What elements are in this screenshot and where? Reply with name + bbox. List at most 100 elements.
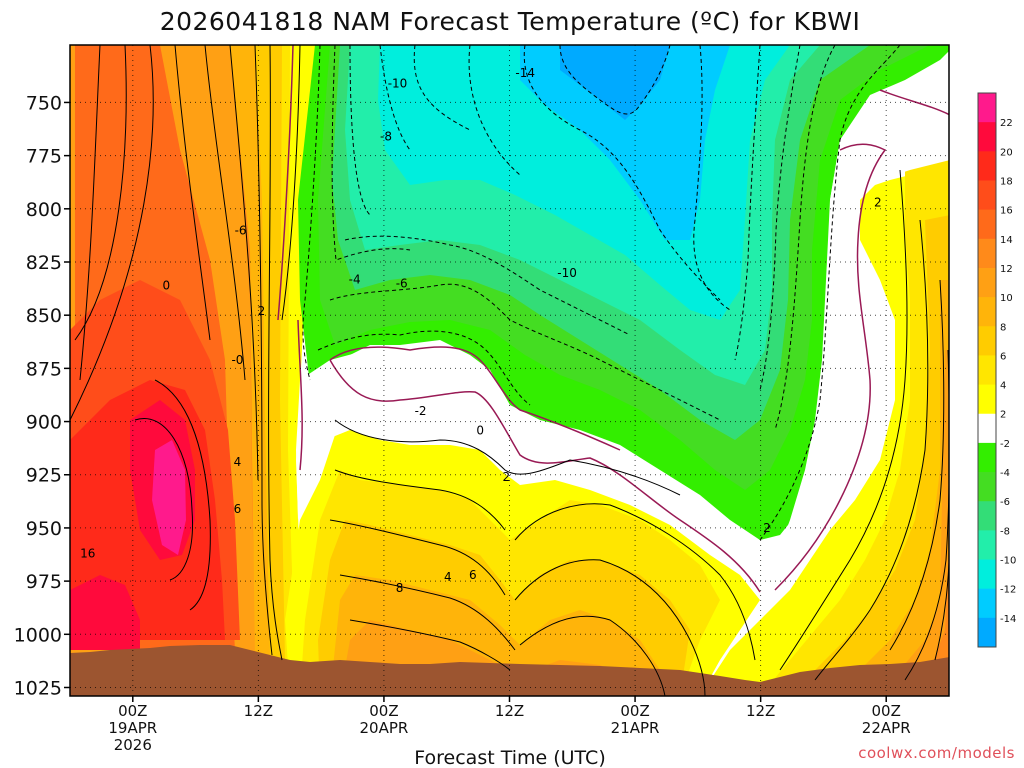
colorbar-label-4: 14 (1000, 235, 1013, 246)
colorbar-swatch-3 (978, 180, 996, 211)
colorbar-swatch-11 (978, 413, 996, 444)
region-right-freeze (775, 85, 949, 575)
colorbar-swatch-5 (978, 238, 996, 269)
contour-label-10: -2 (415, 404, 427, 418)
colorbar-label-13: -6 (1000, 497, 1010, 508)
region-red-low (70, 575, 140, 650)
colorbar-label-14: -8 (1000, 526, 1010, 537)
colorbar-swatch-16 (978, 559, 996, 590)
contour-label-0: -14 (515, 66, 535, 80)
y-tick-label-975: 975 (26, 571, 62, 593)
contour-label-1: -10 (388, 77, 408, 91)
contour-label-9: -0 (231, 353, 243, 367)
y-tick-label-750: 750 (26, 92, 62, 114)
colorbar: 22 20 18 16 14 12 10 8 6 4 2 -2 -4 -6 -8 -10 -12 -14 (977, 92, 1016, 648)
colorbar-swatch-10 (978, 384, 996, 415)
y-tick-label-825: 825 (26, 252, 62, 274)
contour-label-14: 2 (874, 196, 882, 210)
contour-label-15: 4 (234, 455, 242, 469)
colorbar-swatch-13 (978, 472, 996, 502)
colorbar-swatch-8 (978, 326, 996, 356)
region-right-6 (790, 215, 949, 696)
colorbar-label-9: 4 (1000, 381, 1006, 392)
colorbar-swatch-7 (978, 297, 996, 327)
contour-label-5: -6 (396, 277, 408, 291)
y-tick-label-800: 800 (26, 199, 62, 221)
credit-text: coolwx.com/models (858, 744, 1015, 762)
colorbar-label-0: 22 (1000, 118, 1013, 129)
y-tick-label-925: 925 (26, 465, 62, 487)
colorbar-label-11: -2 (1000, 439, 1010, 450)
contour-label-3: -6 (235, 223, 247, 237)
contour-label-6: -10 (557, 266, 577, 280)
chart-title: 2026041818 NAM Forecast Temperature (ºC)… (160, 7, 861, 36)
x-tick-label-36: 12Z (495, 702, 524, 720)
x-tick-date-72: 22APR (862, 719, 911, 737)
region-right-12 (905, 542, 949, 696)
x-tick-label-72: 00Z (872, 702, 901, 720)
x-tick-label-24: 00Z (369, 702, 398, 720)
colorbar-swatch-6 (978, 267, 996, 298)
contour-label-18: 4 (444, 570, 452, 584)
colorbar-swatch-14 (978, 501, 996, 531)
contour-label-17: 8 (396, 581, 404, 595)
contour-label-11: 0 (476, 423, 484, 437)
y-tick-label-1000: 1000 (14, 624, 62, 646)
x-tick-date-24: 20APR (360, 719, 409, 737)
region-freeze-band (296, 350, 780, 600)
colorbar-label-2: 18 (1000, 177, 1013, 188)
contour-label-13: 2 (763, 521, 771, 535)
contour-label-7: 2 (258, 304, 266, 318)
colorbar-label-16: -12 (1000, 585, 1016, 596)
x-tick-year-0: 2026 (114, 736, 152, 754)
colorbar-label-10: 2 (1000, 410, 1006, 421)
x-tick-date-0: 19APR (108, 719, 157, 737)
colorbar-swatch-15 (978, 530, 996, 561)
colorbar-swatch-18 (978, 617, 996, 648)
colorbar-label-3: 16 (1000, 206, 1013, 217)
region-right-8 (830, 280, 949, 696)
x-tick-label-0: 00Z (118, 702, 147, 720)
colorbar-label-8: 6 (1000, 351, 1006, 362)
gridlines (70, 45, 949, 696)
colorbar-swatch-0 (978, 93, 996, 123)
y-tick-label-850: 850 (26, 305, 62, 327)
region-cold-12 (520, 45, 730, 240)
contour-lines (70, 45, 949, 696)
colorbar-label-12: -4 (1000, 468, 1010, 479)
region-pink-22 (152, 440, 186, 555)
y-tick-label-1025: 1025 (14, 677, 62, 699)
x-tick-label-60: 12Z (746, 702, 775, 720)
colorbar-label-1: 20 (1000, 147, 1013, 158)
colorbar-swatch-17 (978, 588, 996, 619)
contour-label-16: 6 (234, 502, 242, 516)
colorbar-swatch-9 (978, 355, 996, 386)
colorbar-swatch-12 (978, 442, 996, 473)
x-tick-label-12: 12Z (244, 702, 273, 720)
colorbar-label-17: -14 (1000, 614, 1016, 625)
colorbar-label-6: 10 (1000, 293, 1013, 304)
contour-label-4: -4 (349, 272, 361, 286)
x-axis-label: Forecast Time (UTC) (414, 747, 605, 768)
contour-label-2: -8 (380, 130, 392, 144)
y-tick-label-775: 775 (26, 146, 62, 168)
colorbar-swatch-1 (978, 122, 996, 152)
colorbar-swatch-4 (978, 209, 996, 240)
colorbar-label-15: -10 (1000, 556, 1016, 567)
colorbar-label-5: 12 (1000, 264, 1013, 275)
x-tick-date-48: 21APR (611, 719, 660, 737)
contour-label-19: 6 (469, 568, 477, 582)
x-tick-label-48: 00Z (620, 702, 649, 720)
colorbar-label-7: 8 (1000, 322, 1006, 333)
plot-area: -14 -10 -8 -6 -4 -6 -10 2 0 -0 -2 0 2 2 2 4 6 8 4 6 16 (70, 45, 949, 696)
contour-label-20: 16 (80, 547, 95, 561)
y-tick-label-875: 875 (26, 358, 62, 380)
contour-label-8: 0 (162, 279, 170, 293)
contour-label-12: 2 (503, 470, 511, 484)
colorbar-swatch-2 (978, 151, 996, 181)
y-axis: 750 775 800 825 850 875 900 925 950 975 1000 1025 (14, 92, 70, 699)
y-tick-label-900: 900 (26, 412, 62, 434)
colorbar-frame (977, 92, 997, 648)
